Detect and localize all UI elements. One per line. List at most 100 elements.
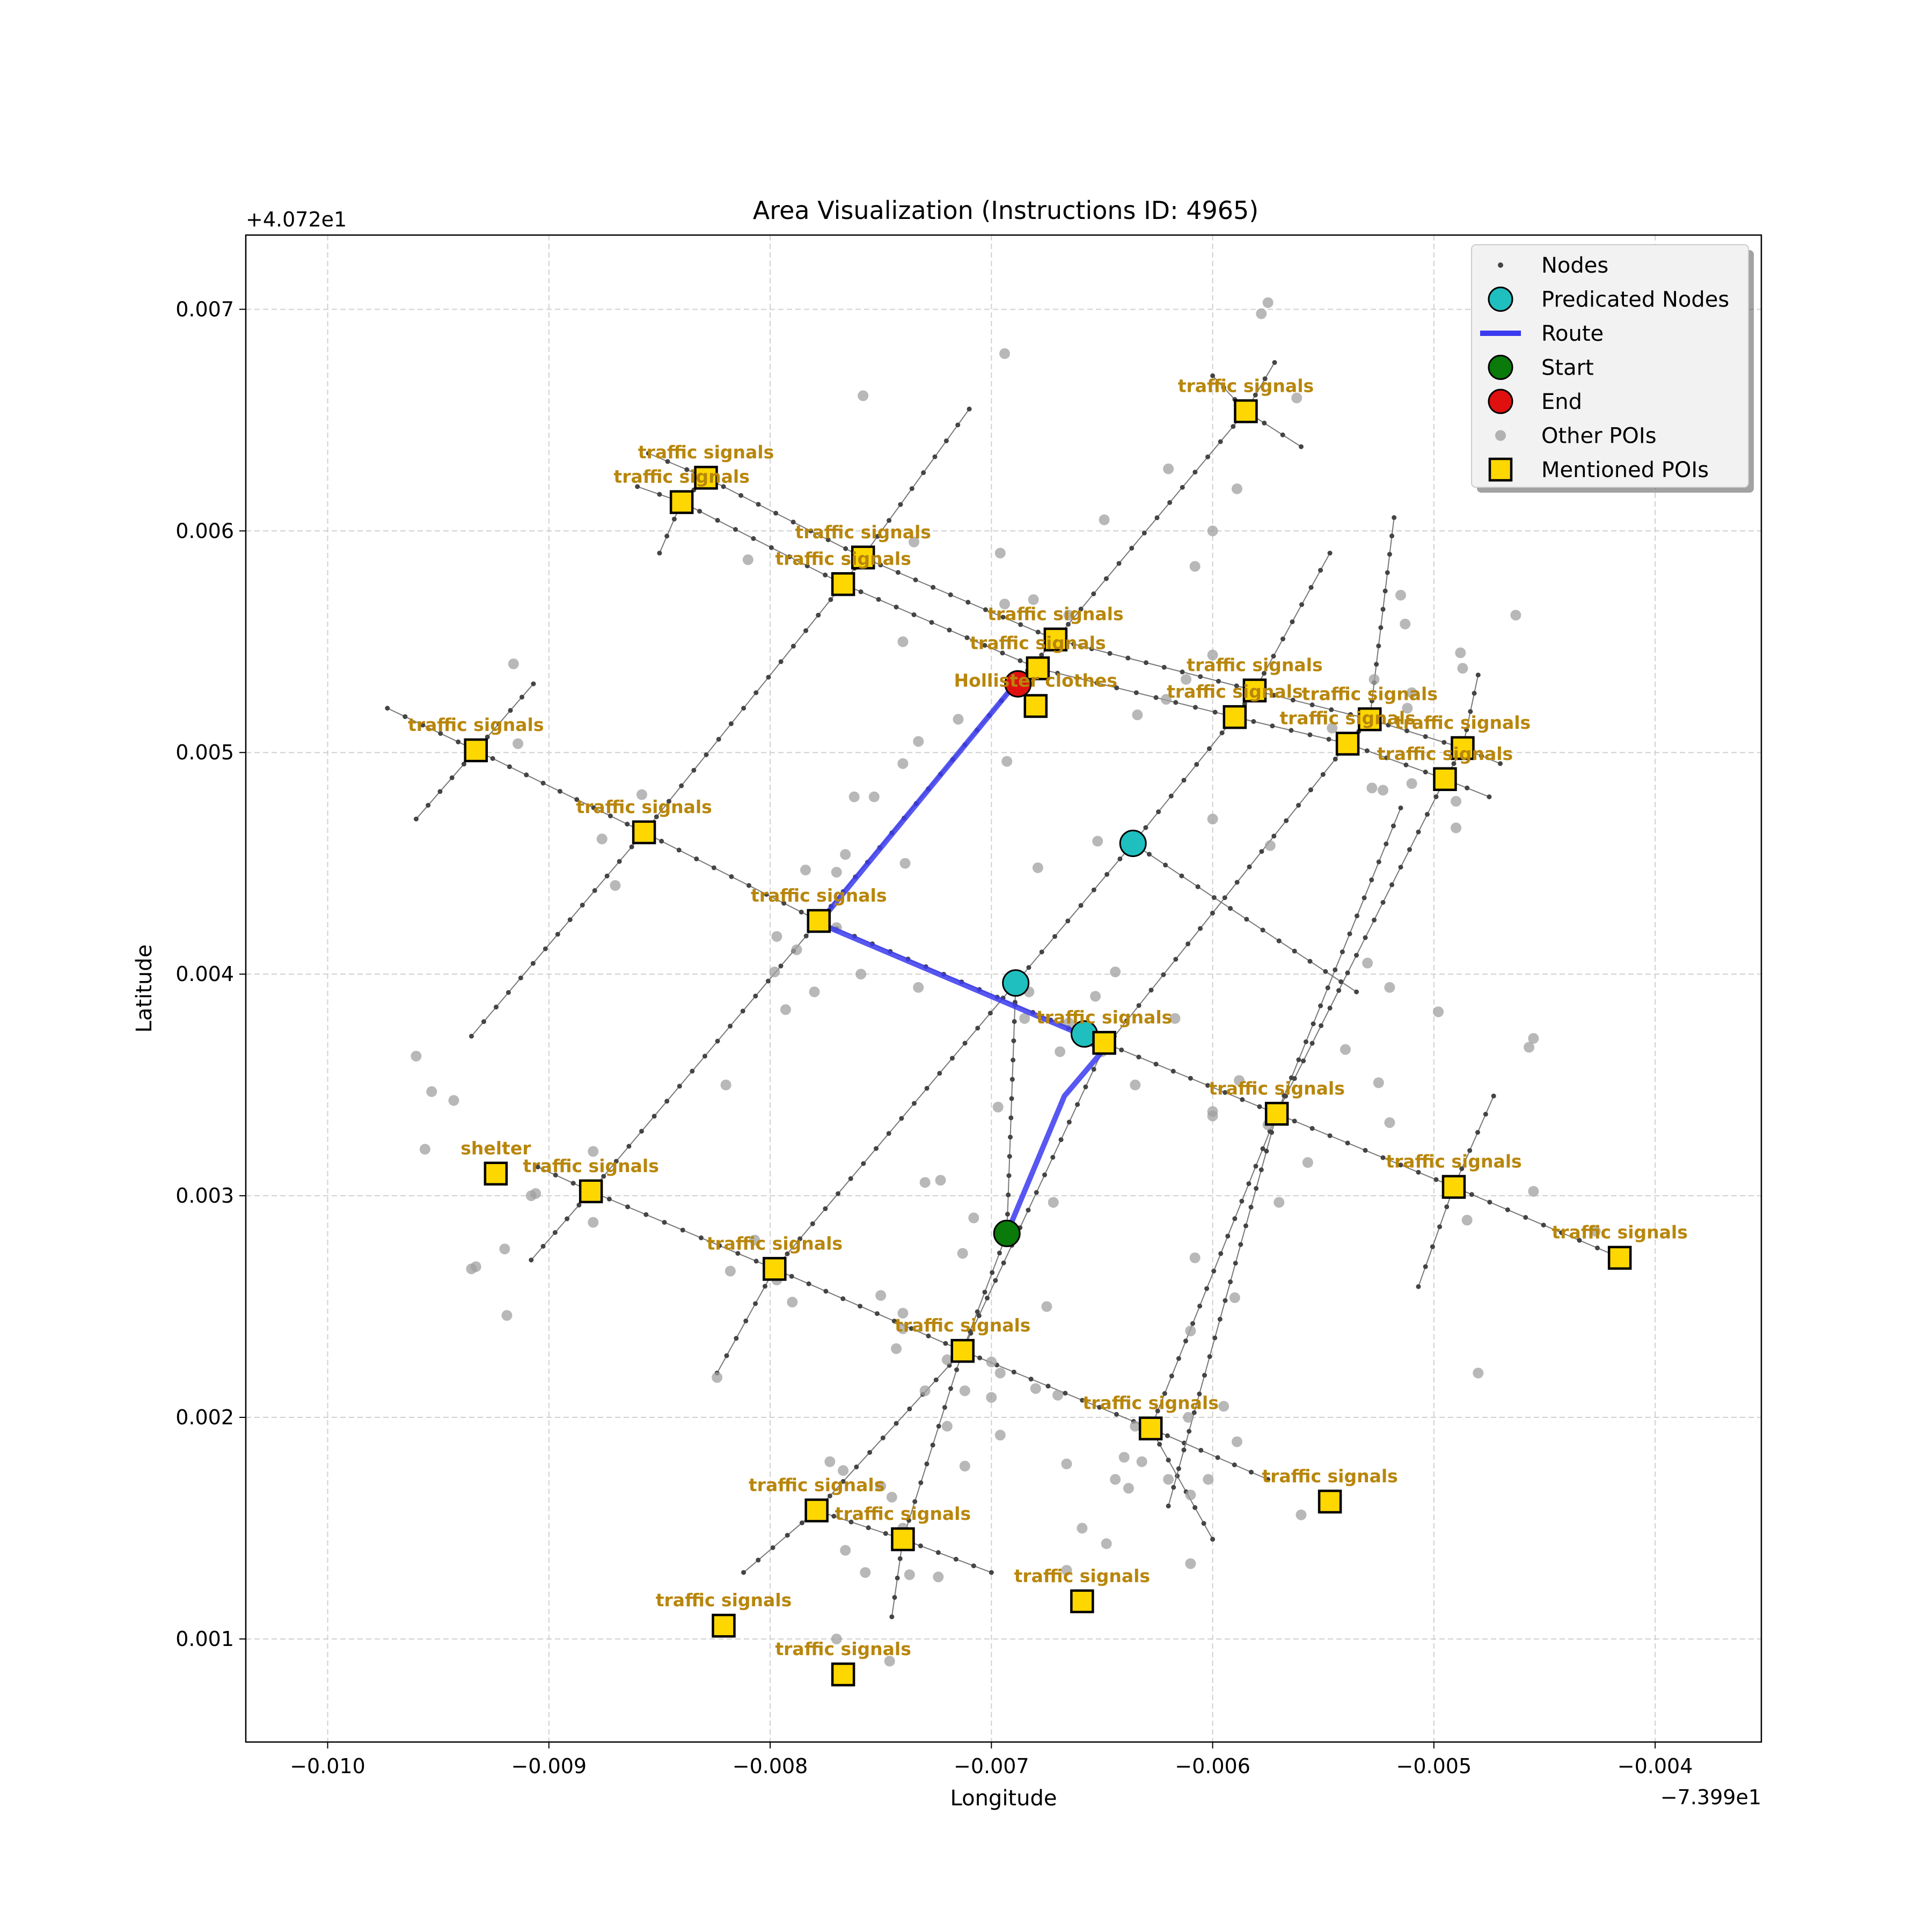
other-poi-dot (891, 1343, 902, 1355)
node-dot (1052, 934, 1058, 939)
node-dot (911, 612, 917, 617)
legend-label: Start (1541, 356, 1594, 380)
node-dot (808, 528, 814, 533)
node-dot (924, 1086, 930, 1091)
plot-area (385, 297, 1632, 1687)
node-dot (982, 1290, 987, 1295)
other-poi-dot (941, 1354, 953, 1365)
node-dot (1232, 1216, 1238, 1221)
node-dot (1104, 872, 1110, 877)
other-poi-dot (780, 1004, 791, 1015)
mentioned-poi-square (632, 820, 656, 845)
poi-label: traffic signals (895, 1315, 1030, 1336)
y-tick-label: 0.004 (175, 962, 234, 986)
other-poi-dot (999, 598, 1011, 610)
node-dot (1444, 1204, 1450, 1210)
node-dot (1161, 972, 1166, 977)
other-poi-dot (1189, 561, 1201, 572)
node-dot (1329, 707, 1334, 712)
node-dot (953, 1556, 958, 1562)
node-dot (1264, 1148, 1269, 1154)
node-dot (1161, 664, 1167, 670)
node-dot (1376, 643, 1381, 649)
node-dot (1238, 1242, 1243, 1247)
end-marker (1004, 670, 1032, 698)
other-poi-dot (470, 1261, 481, 1272)
node-dot (1219, 730, 1225, 736)
node-dot (836, 1191, 841, 1196)
other-poi-dot (953, 714, 964, 725)
node-dot (1385, 570, 1390, 575)
node-dot (1323, 969, 1328, 974)
node-dot (1441, 740, 1447, 745)
node-dot (962, 1041, 968, 1046)
legend-label: End (1541, 390, 1582, 414)
node-dot (557, 788, 562, 794)
other-poi-dot (886, 1491, 897, 1503)
other-poi-dot (712, 1372, 723, 1383)
node-dot (1364, 748, 1370, 753)
node-dot (1269, 1130, 1275, 1135)
node-dot (1055, 670, 1060, 676)
poi-label: traffic signals (1386, 1151, 1521, 1172)
node-dot (540, 780, 546, 786)
node-dot (1166, 1458, 1171, 1463)
node-dot (1424, 811, 1430, 817)
other-poi-dot (1384, 1117, 1395, 1128)
other-poi-dot (838, 1465, 849, 1476)
x-offset-label: −7.399e1 (1660, 1785, 1761, 1809)
poi-label: Hollister clothes (954, 670, 1117, 691)
node-dot (1380, 1155, 1386, 1160)
node-dot (1467, 1148, 1473, 1153)
node-dot (897, 1556, 903, 1561)
node-dot (878, 562, 883, 568)
other-poi-dot (771, 931, 782, 942)
node-dot (1325, 985, 1330, 991)
other-poi-dot (986, 1392, 997, 1403)
node-dot (751, 536, 756, 541)
node-dot (967, 1329, 972, 1334)
node-dot (1144, 660, 1149, 665)
other-poi-dot (1274, 1197, 1285, 1208)
node-dot (866, 1525, 871, 1531)
street-segment (648, 452, 1501, 764)
node-dot (570, 1181, 576, 1186)
poi-label: traffic signals (1395, 712, 1531, 733)
node-dot (983, 607, 988, 612)
node-dot (524, 772, 529, 778)
node-dot (565, 1216, 570, 1221)
node-dot (741, 1570, 747, 1575)
node-dot (1083, 1084, 1088, 1089)
node-dot (875, 533, 880, 539)
other-poi-dot (1455, 647, 1466, 658)
node-dot (1228, 906, 1233, 911)
node-dot (909, 486, 914, 491)
node-dot (461, 762, 466, 767)
mentioned-poi-square (579, 1179, 603, 1204)
node-dot (854, 1464, 859, 1469)
node-dot (1290, 619, 1295, 625)
other-poi-dot (1136, 1456, 1147, 1467)
legend-label: Mentioned POIs (1541, 458, 1709, 482)
node-dot (886, 1131, 891, 1136)
node-dot (932, 454, 938, 459)
node-dot (1176, 1466, 1181, 1472)
node-dot (738, 493, 744, 498)
node-dot (804, 563, 810, 568)
node-dot (1253, 392, 1258, 398)
node-dot (816, 612, 821, 618)
node-dot (1398, 865, 1403, 870)
other-poi-dot (636, 789, 647, 800)
other-poi-dot (1218, 1401, 1230, 1412)
node-dot (715, 1038, 720, 1044)
node-dot (535, 1164, 540, 1169)
node-dot (733, 527, 738, 532)
other-poi-dot (1185, 1489, 1196, 1501)
mentioned-poi-square (831, 572, 855, 596)
poi-label: traffic signals (1178, 375, 1314, 396)
other-poi-dot (1296, 1509, 1307, 1520)
node-dot (895, 570, 901, 575)
other-poi-dot (1181, 674, 1192, 685)
node-dot (753, 993, 758, 999)
node-dot (1018, 658, 1023, 663)
